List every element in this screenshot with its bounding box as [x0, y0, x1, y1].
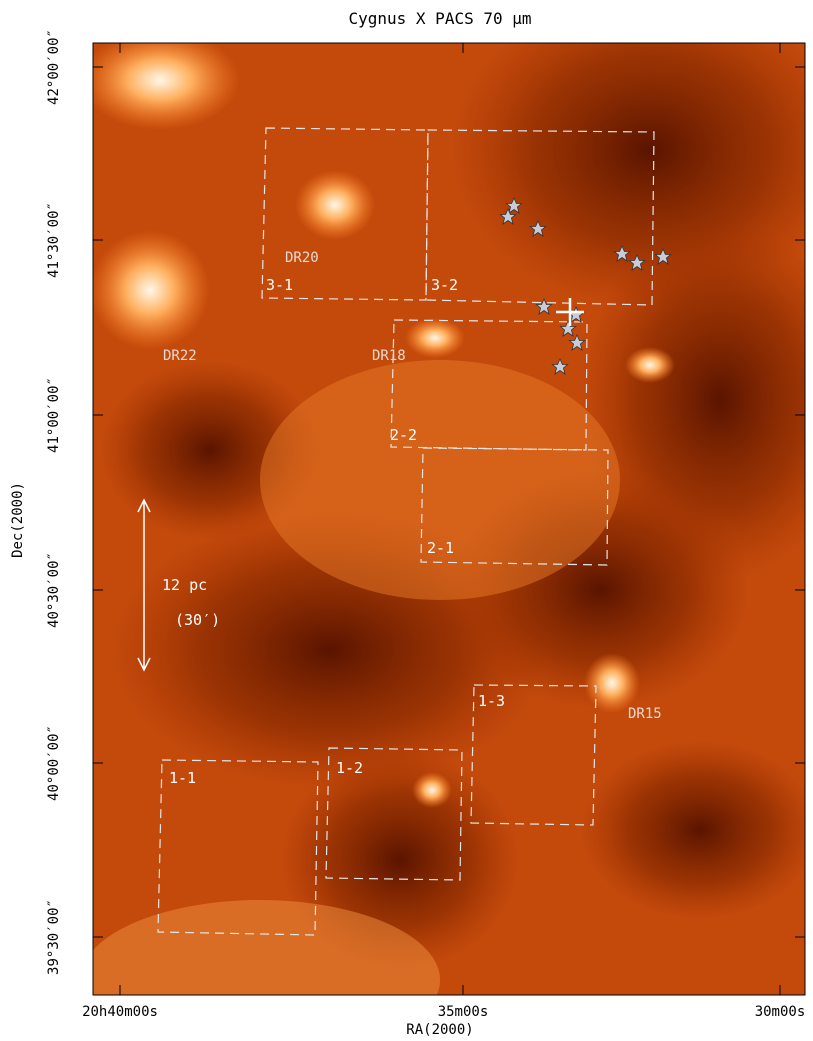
star [529, 219, 547, 237]
region-label: 2-2 [390, 426, 417, 444]
region-label: 2-1 [427, 539, 454, 557]
region-box [420, 447, 609, 566]
x-tick-label: 30m00s [755, 1004, 806, 1020]
region-box [470, 684, 597, 826]
region-box [425, 129, 655, 306]
title: Cygnus X PACS 70 μm [348, 9, 531, 28]
region-box [157, 759, 319, 936]
x-tick-label: 20h40m00s [82, 1004, 158, 1020]
y-tick-label: 40°30′00″ [46, 552, 62, 628]
source-label: DR15 [628, 706, 662, 722]
region-label: 1-1 [169, 769, 196, 787]
x-axis-label: RA(2000) [406, 1022, 473, 1038]
y-tick-label: 42°00′00″ [46, 29, 62, 105]
region-box [325, 747, 463, 881]
source-label: DR22 [163, 348, 197, 364]
scale-angle: (30′) [175, 611, 220, 629]
region-label: 1-2 [336, 759, 363, 777]
region-label: 3-1 [266, 276, 293, 294]
x-tick-label: 35m00s [438, 1004, 489, 1020]
region-label: 1-3 [478, 692, 505, 710]
star [568, 333, 586, 351]
y-tick-label: 41°00′00″ [46, 377, 62, 453]
scale-length: 12 pc [162, 576, 207, 594]
star [559, 319, 577, 337]
star [551, 357, 569, 375]
y-axis-label: Dec(2000) [10, 482, 26, 558]
stars [499, 196, 672, 375]
scale-bar: 12 pc (30′) [137, 498, 220, 672]
y-tick-label: 40°00′00″ [46, 725, 62, 801]
star [628, 253, 646, 271]
scale-arrow [137, 498, 151, 672]
region-label: 3-2 [431, 276, 458, 294]
star [654, 247, 672, 265]
regions [157, 127, 655, 936]
y-tick-label: 39°30′00″ [46, 899, 62, 975]
labels: 3-1 3-2 2-2 2-1 1-3 1-1 1-2 DR20 DR22 DR18 DR15 [163, 250, 662, 787]
region-box [390, 319, 588, 451]
sky-image [93, 43, 805, 995]
cross-marker [556, 298, 584, 326]
star [613, 244, 631, 262]
source-label: DR18 [372, 348, 406, 364]
y-tick-label: 41°30′00″ [46, 202, 62, 278]
region-box [261, 127, 429, 301]
star [499, 207, 517, 225]
frame [92, 42, 806, 996]
star [535, 297, 553, 315]
star [505, 196, 523, 214]
source-label: DR20 [285, 250, 319, 266]
